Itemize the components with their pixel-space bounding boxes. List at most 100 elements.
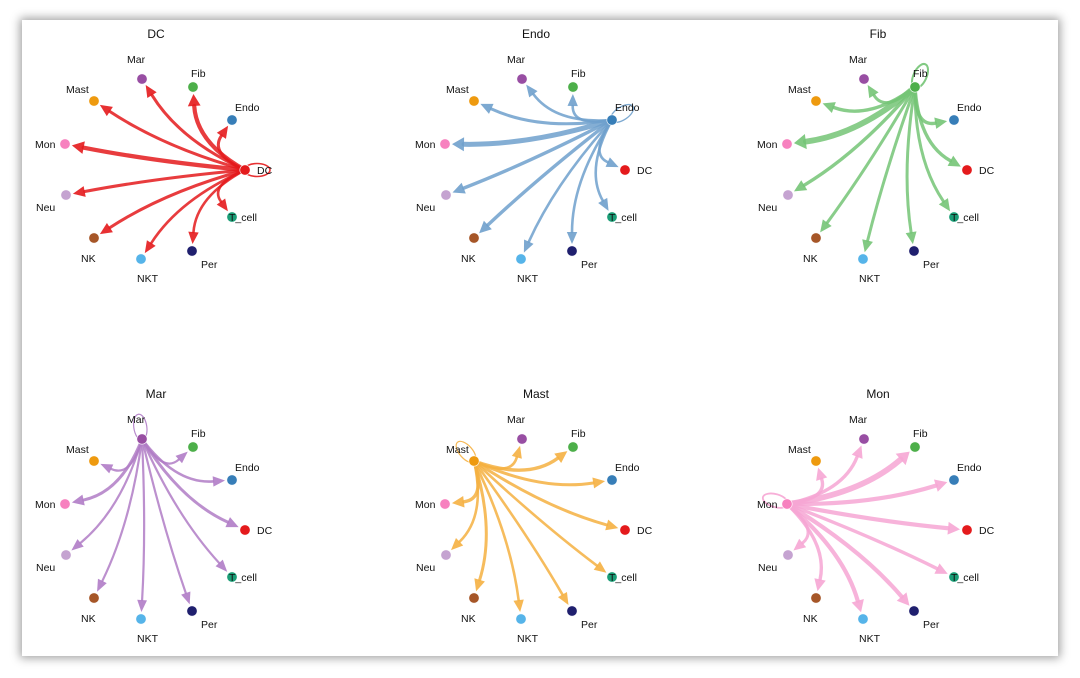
edge-Mon-to-Neu xyxy=(785,502,810,545)
node-Mon xyxy=(59,498,71,510)
node-label-Per: Per xyxy=(201,619,218,631)
node-T_cell xyxy=(948,211,960,223)
node-label-Mar: Mar xyxy=(127,54,146,66)
edge-Endo-to-DC xyxy=(598,118,614,164)
arrowhead-Mon-to-Mar xyxy=(851,445,863,459)
arrowhead-Mon-to-NKT xyxy=(851,598,864,613)
edge-Fib-to-T_cell xyxy=(913,85,945,203)
arrowhead-Fib-to-Endo xyxy=(934,117,948,129)
node-label-Mon: Mon xyxy=(35,499,56,511)
node-Endo xyxy=(606,114,618,126)
node-layer: DC Endo Fib Mar Mast Mon Neu NK NKT Per T_cell xyxy=(757,414,995,645)
panel-Endo: Endo DC Endo Fib Mar Mast Mon Neu NK NKT Per T_cell xyxy=(415,27,653,285)
node-Neu xyxy=(60,189,72,201)
edge-Fib-to-NK xyxy=(825,85,917,225)
edge-Mast-to-Mon xyxy=(462,459,480,504)
node-label-DC: DC xyxy=(257,165,273,177)
arrowhead-Endo-to-T_cell xyxy=(598,197,609,211)
node-label-Neu: Neu xyxy=(758,202,777,214)
arrowhead-Mon-to-DC xyxy=(947,521,961,535)
edge-layer xyxy=(451,84,635,253)
arrowhead-DC-to-Fib xyxy=(187,93,201,107)
edge-Mar-to-NKT xyxy=(140,437,146,602)
edge-DC-to-Mast xyxy=(108,109,247,172)
node-label-Endo: Endo xyxy=(957,102,982,114)
panel-DC: DC DC Endo Fib Mar Mast Mon Neu NK NKT Per T_cell xyxy=(35,27,273,285)
arrowhead-DC-to-Per xyxy=(188,231,199,245)
panel-title: Fib xyxy=(870,27,887,41)
arrowhead-Endo-to-NKT xyxy=(523,239,534,253)
arrowhead-Mast-to-Per xyxy=(557,591,569,605)
edge-Mast-to-Per xyxy=(472,459,564,596)
node-label-T_cell: T_cell xyxy=(951,212,979,224)
edge-layer xyxy=(71,413,239,613)
node-T_cell xyxy=(606,571,618,583)
edge-DC-to-T_cell xyxy=(216,168,247,203)
node-Fib xyxy=(187,441,199,453)
edge-Endo-to-Mon xyxy=(461,117,615,147)
node-layer: DC Endo Fib Mar Mast Mon Neu NK NKT Per T_cell xyxy=(415,414,653,645)
panel-Mast: Mast DC Endo Fib Mar Mast Mon Neu NK NKT Per T_cell xyxy=(415,387,653,645)
node-label-Fib: Fib xyxy=(571,428,586,440)
node-Fib xyxy=(909,441,921,453)
node-Mast xyxy=(468,95,480,107)
arrowhead-DC-to-Mar xyxy=(145,84,157,99)
node-label-T_cell: T_cell xyxy=(609,572,637,584)
edge-layer xyxy=(793,62,961,253)
arrowhead-Mast-to-DC xyxy=(605,519,619,531)
node-label-Per: Per xyxy=(923,619,940,631)
node-DC xyxy=(239,164,251,176)
node-label-Mon: Mon xyxy=(757,139,778,151)
arrowhead-Mar-to-DC xyxy=(225,517,239,528)
node-NKT xyxy=(135,613,147,625)
node-label-Mar: Mar xyxy=(507,414,526,426)
node-label-Mar: Mar xyxy=(507,54,526,66)
arrowhead-Mon-to-Mast xyxy=(816,467,828,481)
node-Mast xyxy=(88,455,100,467)
node-label-NK: NK xyxy=(461,613,476,625)
node-Per xyxy=(908,245,920,257)
arrowhead-Fib-to-DC xyxy=(947,155,961,167)
arrowhead-Endo-to-Mar xyxy=(526,84,538,98)
node-label-Mon: Mon xyxy=(35,139,56,151)
node-NKT xyxy=(857,253,869,265)
arrowhead-Mast-to-Mar xyxy=(511,445,522,459)
edge-Endo-to-Mast xyxy=(489,107,614,126)
node-Mon xyxy=(439,498,451,510)
arrowhead-Endo-to-NK xyxy=(479,220,492,234)
node-Fib xyxy=(567,441,579,453)
node-label-Mar: Mar xyxy=(849,414,868,426)
arrowhead-Mon-to-Neu xyxy=(793,538,807,551)
node-NK xyxy=(810,232,822,244)
arrowhead-Mon-to-Fib xyxy=(895,451,910,466)
arrowhead-DC-to-Mast xyxy=(99,104,113,117)
node-label-NKT: NKT xyxy=(517,633,539,645)
node-Mar xyxy=(516,73,528,85)
arrowhead-Mar-to-NKT xyxy=(137,599,147,613)
arrowhead-Fib-to-Per xyxy=(905,231,917,245)
node-Fib xyxy=(567,81,579,93)
figure-card: DC DC Endo Fib Mar Mast Mon Neu NK NKT Per T_cell En… xyxy=(22,20,1058,656)
arrowhead-Mast-to-Neu xyxy=(451,538,464,551)
arrowhead-DC-to-Neu xyxy=(72,186,86,197)
node-Mast xyxy=(468,455,480,467)
edge-Mon-to-Fib xyxy=(784,456,904,507)
node-label-Endo: Endo xyxy=(957,462,982,474)
arrowhead-Mast-to-Fib xyxy=(554,451,568,463)
node-label-Mon: Mon xyxy=(415,139,436,151)
arrowhead-DC-to-Endo xyxy=(216,125,229,139)
node-label-Per: Per xyxy=(581,619,598,631)
arrowhead-Mar-to-Per xyxy=(181,591,191,605)
node-label-NK: NK xyxy=(803,253,818,265)
node-label-Fib: Fib xyxy=(571,68,586,80)
node-DC xyxy=(239,524,251,536)
node-label-Endo: Endo xyxy=(615,102,640,114)
node-label-Mon: Mon xyxy=(757,499,778,511)
arrowhead-Mast-to-NKT xyxy=(513,599,524,613)
edge-Endo-to-NK xyxy=(486,118,614,227)
node-label-Mast: Mast xyxy=(66,444,89,456)
node-NKT xyxy=(857,613,869,625)
edge-layer xyxy=(451,440,619,613)
node-Fib xyxy=(909,81,921,93)
edge-Mast-to-Endo xyxy=(472,459,595,487)
